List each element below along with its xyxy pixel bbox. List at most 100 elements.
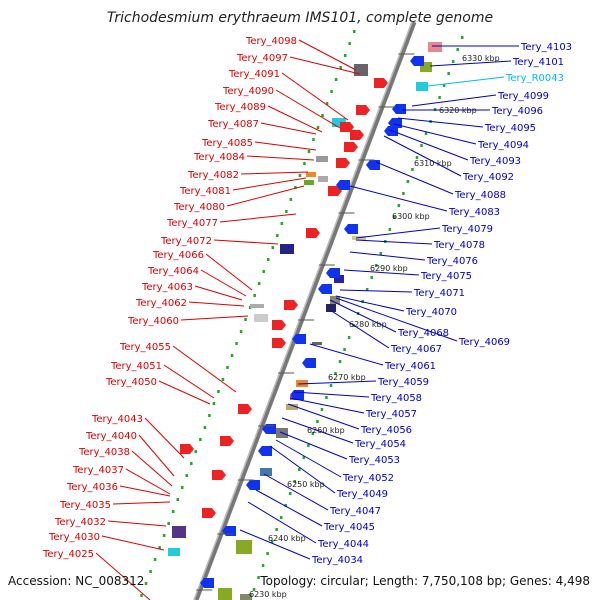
gene-label-right[interactable]: Tery_4095 xyxy=(484,123,536,134)
gene-label-right[interactable]: Tery_4059 xyxy=(377,377,429,388)
gene-label-right[interactable]: Tery_4056 xyxy=(360,425,412,436)
forward-gene-arrow xyxy=(272,320,286,330)
gene-label-left[interactable]: Tery_4051 xyxy=(110,361,162,372)
leader-line-right xyxy=(383,135,462,177)
leader-line-left xyxy=(131,450,173,487)
gene-block xyxy=(312,342,322,345)
gene-label-left[interactable]: Tery_4030 xyxy=(48,532,100,543)
leader-line-right xyxy=(309,343,384,366)
gene-label-left[interactable]: Tery_4085 xyxy=(201,138,253,149)
gene-label-right[interactable]: Tery_4045 xyxy=(323,522,375,533)
genome-backbone-highlight xyxy=(193,21,413,600)
leader-line-left xyxy=(125,468,171,495)
gene-label-right[interactable]: Tery_4070 xyxy=(405,307,457,318)
leader-line-left xyxy=(138,434,175,477)
track-dot xyxy=(402,192,405,195)
gene-label-right[interactable]: Tery_4071 xyxy=(413,288,465,299)
gene-label-left[interactable]: Tery_4066 xyxy=(152,250,204,261)
gene-label-left[interactable]: Tery_4043 xyxy=(91,414,143,425)
gene-label-left[interactable]: Tery_4060 xyxy=(127,316,179,327)
gene-label-right[interactable]: Tery_4076 xyxy=(426,256,478,267)
gene-label-right[interactable]: Tery_4075 xyxy=(420,271,472,282)
gene-block xyxy=(420,62,432,72)
gene-label-left[interactable]: Tery_4025 xyxy=(42,549,94,560)
track-dot xyxy=(253,294,256,297)
gene-label-right[interactable]: Tery_4083 xyxy=(448,207,500,218)
forward-gene-arrow xyxy=(212,470,226,480)
gene-label-left[interactable]: Tery_4072 xyxy=(160,236,212,247)
gene-label-right[interactable]: Tery_4092 xyxy=(462,172,514,183)
forward-gene-arrow xyxy=(374,78,388,88)
gene-label-right[interactable]: Tery_4096 xyxy=(491,106,543,117)
track-dot xyxy=(393,216,396,219)
gene-label-right[interactable]: Tery_4057 xyxy=(365,409,417,420)
gene-label-right[interactable]: Tery_R0043 xyxy=(505,73,564,84)
gene-label-left[interactable]: Tery_4098 xyxy=(245,36,297,47)
gene-label-left[interactable]: Tery_4038 xyxy=(78,447,130,458)
gene-label-left[interactable]: Tery_4063 xyxy=(141,282,193,293)
gene-label-left[interactable]: Tery_4082 xyxy=(187,170,239,181)
gene-block xyxy=(330,296,340,304)
gene-label-left[interactable]: Tery_4091 xyxy=(228,69,280,80)
gene-label-right[interactable]: Tery_4069 xyxy=(458,337,510,348)
gene-label-left[interactable]: Tery_4089 xyxy=(214,102,266,113)
gene-label-left[interactable]: Tery_4077 xyxy=(166,218,218,229)
gene-label-left[interactable]: Tery_4081 xyxy=(179,186,231,197)
gene-label-right[interactable]: Tery_4079 xyxy=(441,224,493,235)
gene-label-right[interactable]: Tery_4061 xyxy=(384,361,436,372)
track-dot xyxy=(221,378,225,381)
track-dot xyxy=(343,54,347,57)
track-dot xyxy=(203,426,207,429)
gene-label-right[interactable]: Tery_4101 xyxy=(512,57,564,68)
gene-label-right[interactable]: Tery_4078 xyxy=(433,240,485,251)
gene-label-right[interactable]: Tery_4088 xyxy=(454,190,506,201)
gene-label-right[interactable]: Tery_4034 xyxy=(311,555,363,566)
gene-label-right[interactable]: Tery_4094 xyxy=(477,140,529,151)
gene-label-right[interactable]: Tery_4047 xyxy=(329,506,381,517)
gene-label-left[interactable]: Tery_4035 xyxy=(59,500,111,511)
gene-label-left[interactable]: Tery_4062 xyxy=(135,298,187,309)
gene-label-left[interactable]: Tery_4032 xyxy=(54,517,106,528)
gene-label-right[interactable]: Tery_4044 xyxy=(317,539,369,550)
track-dot xyxy=(415,156,419,159)
track-dot xyxy=(144,582,148,585)
gene-label-right[interactable]: Tery_4093 xyxy=(469,156,521,167)
gene-label-right[interactable]: Tery_4067 xyxy=(390,344,442,355)
kbp-label: 6320 kbp xyxy=(439,106,477,115)
gene-label-left[interactable]: Tery_4097 xyxy=(236,53,288,64)
gene-label-left[interactable]: Tery_4037 xyxy=(72,465,124,476)
gene-label-left[interactable]: Tery_4055 xyxy=(119,342,171,353)
gene-label-left[interactable]: Tery_4090 xyxy=(222,86,274,97)
gene-block xyxy=(304,180,314,185)
gene-label-right[interactable]: Tery_4054 xyxy=(354,439,406,450)
reverse-gene-arrow xyxy=(302,358,316,368)
track-dot xyxy=(194,450,198,453)
track-dot xyxy=(303,162,306,165)
gene-label-right[interactable]: Tery_4049 xyxy=(336,489,388,500)
gene-label-left[interactable]: Tery_4036 xyxy=(66,482,118,493)
track-dot xyxy=(252,588,256,591)
track-dot xyxy=(348,42,351,45)
gene-label-right[interactable]: Tery_4103 xyxy=(520,42,572,53)
gene-label-right[interactable]: Tery_4052 xyxy=(342,473,394,484)
leader-line-left xyxy=(226,185,305,207)
gene-label-right[interactable]: Tery_4068 xyxy=(397,328,449,339)
leader-line-left xyxy=(254,141,317,151)
gene-label-left[interactable]: Tery_4087 xyxy=(207,119,259,130)
right-gene-labels: Tery_4103 Tery_4101 Tery_R0043 Tery_4099… xyxy=(311,42,572,566)
gene-label-right[interactable]: Tery_4053 xyxy=(348,455,400,466)
track-dot xyxy=(244,318,247,321)
track-dot xyxy=(289,198,293,201)
reverse-gene-arrow xyxy=(336,180,350,190)
kbp-label: 6270 kbp xyxy=(328,373,366,382)
gene-label-left[interactable]: Tery_4050 xyxy=(105,377,157,388)
gene-label-left[interactable]: Tery_4084 xyxy=(193,152,245,163)
forward-gene-arrow xyxy=(284,300,298,310)
gene-label-right[interactable]: Tery_4058 xyxy=(370,393,422,404)
gene-label-right[interactable]: Tery_4099 xyxy=(497,91,549,102)
gene-label-left[interactable]: Tery_4064 xyxy=(147,266,199,277)
leader-line-left xyxy=(246,155,315,161)
track-dot xyxy=(167,522,170,525)
gene-label-left[interactable]: Tery_4040 xyxy=(85,431,137,442)
gene-label-left[interactable]: Tery_4080 xyxy=(173,202,225,213)
